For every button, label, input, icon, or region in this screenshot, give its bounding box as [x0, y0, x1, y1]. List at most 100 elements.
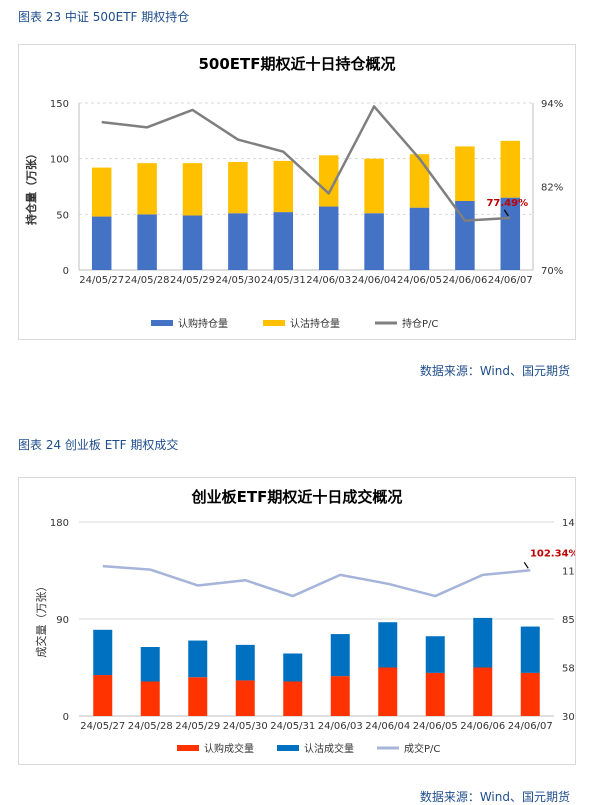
- bar-segment: [228, 162, 248, 214]
- y-tick-label: 0: [63, 712, 69, 723]
- bar-segment: [473, 667, 493, 716]
- x-tick-label: 24/06/04: [365, 721, 410, 732]
- x-tick-label: 24/06/06: [460, 721, 505, 732]
- bar-segment: [137, 163, 157, 215]
- bar-segment: [378, 667, 398, 716]
- y-tick-label: 150: [50, 99, 69, 110]
- y-tick-label: 90: [56, 615, 69, 626]
- y2-tick-label: 94%: [541, 99, 563, 110]
- bar-segment: [425, 636, 445, 673]
- bar-segment: [283, 681, 303, 716]
- annotation-leader: [503, 209, 509, 217]
- y-tick-label: 0: [63, 266, 69, 277]
- x-tick-label: 24/06/05: [413, 721, 458, 732]
- bar-segment: [93, 629, 113, 676]
- bar-segment: [140, 681, 160, 716]
- bar-segment: [188, 640, 208, 678]
- y-axis-label: 持仓量（万张）: [24, 148, 38, 225]
- bar-segment: [409, 207, 430, 270]
- x-tick-label: 24/06/03: [306, 275, 351, 286]
- bar-segment: [283, 653, 303, 682]
- x-tick-label: 24/05/28: [128, 721, 173, 732]
- bar-segment: [188, 677, 208, 716]
- chart-panel-500etf: 500ETF期权近十日持仓概况 0 50 100 150 70% 82% 94% 持仓量（万张）…: [18, 44, 576, 340]
- bar-segment: [235, 680, 255, 716]
- bar-segment: [235, 644, 255, 681]
- bar-segment: [378, 622, 398, 668]
- x-tick-label: 24/06/07: [488, 275, 533, 286]
- x-tick-label: 24/05/30: [215, 275, 260, 286]
- x-tick-label: 24/05/31: [261, 275, 306, 286]
- last-point-annotation: 102.34%: [530, 548, 575, 559]
- y-tick-label: 50: [56, 210, 69, 221]
- bar-segment: [91, 216, 112, 270]
- bar-segment: [182, 215, 203, 270]
- bar-segment: [93, 675, 113, 716]
- chart-title: 创业板ETF期权近十日成交概况: [191, 488, 403, 506]
- bar-segment: [500, 140, 521, 198]
- y-tick-label: 100: [50, 155, 69, 166]
- legend-entry: 持仓P/C: [402, 317, 438, 330]
- bar-segment: [409, 154, 430, 208]
- y2-tick-label: 85%: [562, 615, 575, 626]
- figure-23-label: 图表 23 中证 500ETF 期权持仓: [18, 10, 190, 24]
- legend-entry: 认购持仓量: [178, 317, 228, 330]
- y2-tick-label: 58%: [562, 664, 575, 675]
- x-tick-label: 24/05/29: [170, 275, 215, 286]
- bar-segment: [364, 213, 384, 270]
- y2-tick-label: 140%: [562, 518, 575, 529]
- bar-segment: [318, 206, 339, 270]
- legend-swatch: [151, 320, 173, 326]
- chart-chinext-etf: 创业板ETF期权近十日成交概况 0 90 180 30% 58% 85% 113% 140% 成交…: [34, 488, 591, 755]
- x-tick-label: 24/05/30: [223, 721, 268, 732]
- x-tick-label: 24/06/07: [508, 721, 553, 732]
- y-tick-label: 180: [50, 518, 69, 529]
- legend-swatch: [263, 320, 285, 326]
- x-tick-label: 24/06/03: [318, 721, 363, 732]
- pc-ratio-line: [102, 564, 531, 598]
- chart-title: 500ETF期权近十日持仓概况: [198, 55, 395, 73]
- bar-segment: [500, 197, 521, 270]
- figure-24-label: 图表 24 创业板 ETF 期权成交: [18, 438, 179, 452]
- bar-segment: [330, 676, 350, 716]
- bar-segment: [364, 158, 384, 214]
- bar-segment: [520, 672, 540, 716]
- y2-tick-label: 113%: [562, 567, 575, 578]
- y-axis-label: 成交量（万张）: [34, 581, 48, 658]
- legend-entry: 认沽成交量: [304, 742, 354, 755]
- last-point-annotation: 77.49%: [486, 198, 528, 209]
- bar-segment: [455, 200, 475, 270]
- bar-segment: [520, 626, 540, 673]
- x-tick-label: 24/05/31: [270, 721, 315, 732]
- y2-tick-label: 82%: [541, 183, 563, 194]
- x-tick-label: 24/06/05: [397, 275, 442, 286]
- x-tick-label: 24/06/06: [442, 275, 487, 286]
- bar-segment: [473, 617, 493, 668]
- bar-segment: [425, 672, 445, 716]
- pc-ratio-line: [101, 105, 511, 222]
- bar-segment: [273, 212, 294, 270]
- bar-segment: [330, 634, 350, 677]
- bar-segment: [228, 213, 248, 270]
- source-note-23: 数据来源：Wind、国元期货: [419, 364, 570, 378]
- bar-segment: [182, 163, 203, 216]
- y2-tick-label: 30%: [562, 712, 575, 723]
- chart-panel-chinext-etf: 创业板ETF期权近十日成交概况 0 90 180 30% 58% 85% 113% 140% 成交…: [18, 477, 591, 765]
- x-tick-label: 24/05/29: [175, 721, 220, 732]
- annotation-leader: [523, 561, 529, 569]
- legend-swatch: [277, 745, 299, 751]
- source-note-24: 数据来源：Wind、国元期货: [419, 790, 570, 804]
- y2-tick-label: 70%: [541, 266, 563, 277]
- bar-segment: [137, 214, 157, 270]
- bar-segment: [91, 167, 112, 217]
- legend-entry: 成交P/C: [404, 742, 440, 755]
- x-tick-label: 24/05/27: [79, 275, 124, 286]
- x-tick-label: 24/06/04: [352, 275, 397, 286]
- x-tick-label: 24/05/28: [125, 275, 170, 286]
- legend-entry: 认沽持仓量: [290, 317, 340, 330]
- legend-swatch: [177, 745, 199, 751]
- bar-segment: [273, 160, 294, 213]
- bar-segment: [140, 647, 160, 682]
- bar-segment: [318, 155, 339, 207]
- chart-500etf: 500ETF期权近十日持仓概况 0 50 100 150 70% 82% 94% 持仓量（万张）…: [24, 55, 563, 330]
